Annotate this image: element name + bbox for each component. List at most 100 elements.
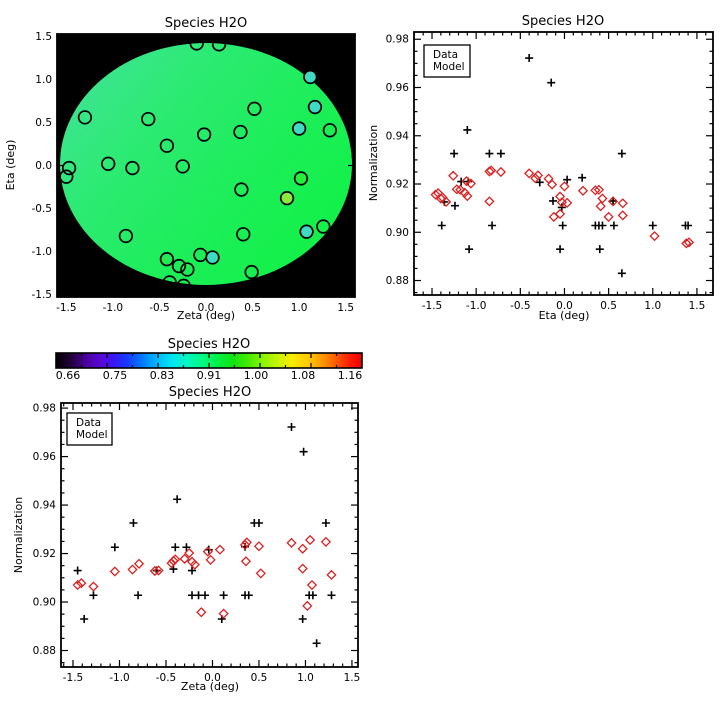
norm_vs_eta-group: -1.5 -1.0 -0.5 0.0 0.5 1.0 1.5 0.88 0.90 0.92 0.94… bbox=[367, 14, 714, 322]
observation-circle bbox=[59, 169, 74, 184]
legend-label-data: Data bbox=[76, 417, 101, 429]
observation-circle bbox=[61, 160, 77, 176]
y-tick-label: 0.94 bbox=[33, 500, 57, 512]
observation-circle bbox=[233, 124, 248, 140]
observation-circle bbox=[189, 36, 204, 51]
y-tick-label: 0.90 bbox=[386, 227, 409, 239]
x-tick-label: 0.0 bbox=[198, 302, 215, 314]
plot-title: Species H2O bbox=[522, 14, 604, 29]
observation-circle bbox=[211, 37, 227, 52]
x-tick-label: -0.5 bbox=[156, 672, 177, 684]
colorbar-tick-label: 0.75 bbox=[103, 369, 128, 382]
x-tick-label: -1.5 bbox=[56, 302, 77, 314]
observation-circle bbox=[141, 111, 156, 127]
x-axis-tick-labels: -1.5 -1.0 -0.5 0.0 0.5 1.0 1.5 bbox=[422, 300, 706, 312]
sky-map-panel: -1.5 -1.0 -0.5 0.0 0.5 1.0 1.5 -1.5 -1.0 -0.5 0.0 0… bbox=[0, 0, 360, 332]
y-tick-label: 0.98 bbox=[33, 403, 56, 415]
colorbar-tick-label: 1.00 bbox=[244, 369, 269, 382]
x-tick-label: 1.5 bbox=[337, 302, 354, 314]
x-tick-label: 1.0 bbox=[297, 672, 314, 684]
x-tick-label: -1.0 bbox=[103, 302, 124, 314]
plot-frame bbox=[60, 402, 359, 668]
y-tick-label: 0.98 bbox=[386, 34, 409, 46]
y-tick-label: 0.96 bbox=[386, 82, 410, 94]
x-tick-label: -1.5 bbox=[422, 300, 443, 312]
y-tick-label: 1.5 bbox=[35, 31, 52, 43]
colorbar-tick-label: 0.83 bbox=[150, 369, 175, 382]
y-axis-label: Eta (deg) bbox=[4, 140, 17, 191]
y-tick-label: 0.5 bbox=[35, 117, 52, 129]
y-axis-tick-labels: 0.88 0.90 0.92 0.94 0.96 0.98 bbox=[33, 403, 57, 657]
y-tick-label: 0.0 bbox=[35, 160, 52, 172]
legend-box bbox=[423, 44, 471, 78]
y-tick-label: -0.5 bbox=[32, 203, 53, 215]
sky_map-svg: -1.5 -1.0 -0.5 0.0 0.5 1.0 1.5 -1.5 -1.0 -0.5 0.0 0… bbox=[4, 16, 356, 322]
observation-circle bbox=[244, 264, 259, 280]
normalization-vs-eta-panel: -1.5 -1.0 -0.5 0.0 0.5 1.0 1.5 0.88 0.90 0.92 0.94… bbox=[360, 0, 720, 332]
x-tick-label: -1.5 bbox=[63, 672, 84, 684]
y-axis-tick-labels: 0.88 0.90 0.92 0.94 0.96 0.98 bbox=[386, 34, 410, 287]
colorbar-tick-label: 0.66 bbox=[56, 369, 81, 382]
data-series-plus-markers bbox=[437, 54, 693, 278]
x-tick-label: 0.0 bbox=[204, 672, 221, 684]
y-axis-label: Normalization bbox=[367, 125, 380, 201]
observation-circle bbox=[118, 228, 134, 244]
observation-circle bbox=[279, 191, 295, 206]
colorbar-gradient bbox=[56, 353, 362, 368]
observation-circle bbox=[303, 69, 318, 85]
y-tick-label: 0.88 bbox=[33, 645, 56, 657]
x-tick-label: -0.5 bbox=[149, 302, 170, 314]
observation-circle bbox=[180, 262, 195, 277]
x-tick-label: 1.0 bbox=[291, 302, 308, 314]
x-axis-tick-labels: -1.5 -1.0 -0.5 0.0 0.5 1.0 1.5 bbox=[63, 672, 361, 684]
observation-circle bbox=[299, 224, 314, 239]
sky_map-group: -1.5 -1.0 -0.5 0.0 0.5 1.0 1.5 -1.5 -1.0 -0.5 0.0 0… bbox=[4, 16, 356, 322]
x-axis-label: Eta (deg) bbox=[539, 309, 590, 322]
x-tick-label: 1.0 bbox=[644, 300, 661, 312]
y-tick-label: 0.96 bbox=[33, 451, 57, 463]
observation-circle bbox=[307, 99, 323, 115]
legend-label-model: Model bbox=[76, 429, 108, 441]
y-axis-label: Normalization bbox=[12, 497, 25, 573]
model-series-diamond-markers bbox=[430, 165, 695, 249]
colorbar-panel: 0.66 0.75 0.83 0.91 1.00 1.08 1.16 Species H2O bbox=[0, 332, 400, 384]
observation-circle bbox=[159, 138, 175, 153]
observation-circle bbox=[196, 127, 212, 142]
colorbar-frame bbox=[55, 352, 363, 369]
colorbar-tick-label: 0.91 bbox=[197, 369, 222, 382]
observation-circle bbox=[236, 227, 251, 242]
sky-circles bbox=[59, 36, 338, 293]
colorbar-title: Species H2O bbox=[168, 337, 250, 352]
observation-circle bbox=[101, 156, 116, 171]
x-axis-label: Zeta (deg) bbox=[181, 680, 239, 693]
observation-circle bbox=[247, 101, 262, 116]
colorbar-tick-labels: 0.66 0.75 0.83 0.91 1.00 1.08 1.16 bbox=[56, 369, 363, 382]
plot-frame bbox=[56, 33, 356, 298]
x-tick-label: 1.5 bbox=[344, 672, 361, 684]
x-tick-label: 0.5 bbox=[600, 300, 617, 312]
x-tick-label: -1.0 bbox=[466, 300, 487, 312]
plot-frame bbox=[413, 31, 714, 296]
observation-circle bbox=[175, 159, 190, 174]
norm_vs_zeta-group: -1.5 -1.0 -0.5 0.0 0.5 1.0 1.5 0.88 0.90 0.92 0.94… bbox=[12, 385, 360, 693]
y-tick-label: -1.0 bbox=[32, 246, 53, 258]
sky-disc bbox=[60, 43, 352, 285]
norm_vs_eta-svg: -1.5 -1.0 -0.5 0.0 0.5 1.0 1.5 0.88 0.90 0.92 0.94… bbox=[367, 14, 714, 322]
observation-circle bbox=[291, 121, 307, 136]
y-tick-label: 0.88 bbox=[386, 275, 409, 287]
observation-circle bbox=[176, 278, 191, 293]
observation-circle bbox=[159, 252, 175, 267]
observation-circle bbox=[322, 123, 338, 138]
y-tick-label: 1.0 bbox=[35, 74, 52, 86]
y-axis-tick-labels: -1.5 -1.0 -0.5 0.0 0.5 1.0 1.5 bbox=[32, 31, 53, 301]
model-series-diamond-markers bbox=[72, 534, 337, 619]
observation-circle bbox=[234, 182, 249, 197]
x-tick-label: -1.0 bbox=[109, 672, 130, 684]
observation-circle bbox=[316, 219, 331, 234]
observation-circle bbox=[293, 171, 309, 186]
colorbar-group: 0.66 0.75 0.83 0.91 1.00 1.08 1.16 Species H2O bbox=[55, 337, 363, 382]
norm_vs_zeta-svg: -1.5 -1.0 -0.5 0.0 0.5 1.0 1.5 0.88 0.90 0.92 0.94… bbox=[12, 385, 360, 693]
observation-circle bbox=[125, 160, 140, 176]
x-tick-label: 1.5 bbox=[689, 300, 706, 312]
